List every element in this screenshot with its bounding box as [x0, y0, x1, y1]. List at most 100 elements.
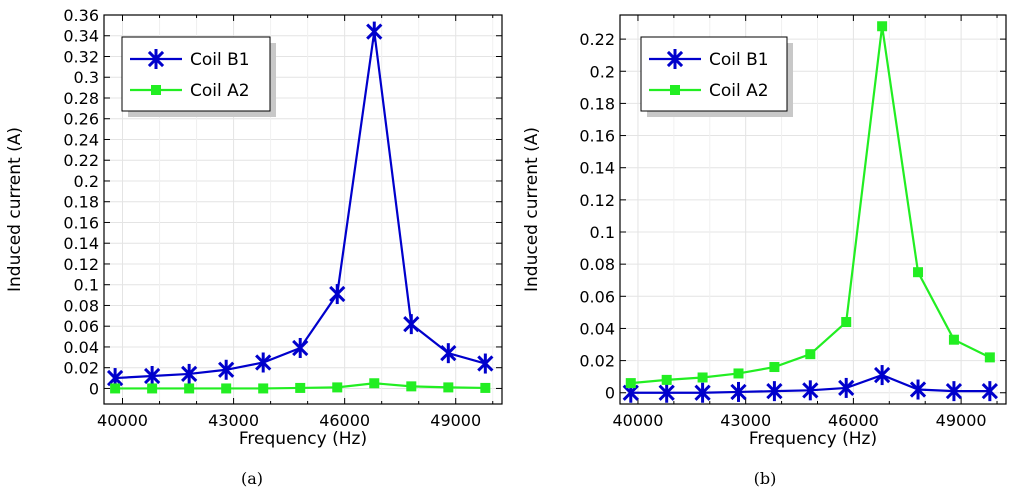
data-point: [805, 349, 816, 360]
y-axis-label: Induced current (A): [5, 127, 25, 292]
data-point: [181, 363, 198, 384]
y-tick-label: 0.22: [63, 151, 99, 170]
legend-label: Coil B1: [190, 50, 250, 70]
data-point: [258, 383, 269, 394]
y-tick-label: 0.08: [579, 255, 615, 274]
marker-stroke: [909, 381, 927, 398]
y-tick-label: 0.06: [63, 317, 99, 336]
marker-stroke: [147, 50, 165, 68]
data-point: [480, 382, 491, 393]
marker-stroke: [440, 345, 457, 362]
marker-stroke: [403, 315, 420, 333]
x-tick-label: 40000: [613, 411, 664, 430]
marker-stroke: [255, 354, 272, 371]
marker-stroke: [730, 383, 747, 401]
data-point: [984, 352, 995, 363]
data-point: [661, 374, 672, 385]
series-coil-a2: [625, 21, 995, 389]
data-point: [697, 372, 708, 383]
y-tick-label: 0.16: [579, 127, 615, 146]
data-point: [873, 365, 891, 386]
grid: [104, 14, 502, 404]
y-tick-label: 0.14: [579, 159, 615, 178]
y-tick-label: 0.08: [63, 296, 99, 315]
y-tick-label: 0.24: [63, 130, 99, 149]
y-tick-label: 0.36: [63, 6, 99, 25]
data-point: [658, 382, 675, 403]
y-tick-label: 0.34: [63, 27, 99, 46]
x-tick-label: 49000: [430, 411, 481, 430]
plot-frame: [619, 14, 1007, 405]
legend-box: [121, 36, 271, 112]
y-tick-label: 0.18: [579, 94, 615, 113]
chart-caption: (a): [241, 469, 263, 488]
x-axis-label: Frequency (Hz): [239, 429, 367, 449]
y-tick-label: 0.3: [74, 68, 99, 87]
x-tick-label: 43000: [208, 411, 259, 430]
data-point: [477, 353, 494, 374]
data-point: [369, 378, 380, 389]
marker-stroke: [838, 379, 855, 397]
y-tick-label: 0.04: [579, 319, 615, 338]
y-tick-label: 0: [605, 384, 615, 403]
marker-stroke: [366, 23, 383, 40]
y-tick-label: 0.2: [74, 172, 99, 191]
data-point: [403, 314, 420, 335]
marker-stroke: [106, 369, 124, 387]
y-tick-label: 0.22: [579, 30, 615, 49]
y-tick-label: 0.02: [579, 352, 615, 371]
marker-stroke: [945, 383, 963, 400]
legend-item: Coil A2: [130, 81, 250, 101]
chart-caption: (b): [754, 469, 777, 488]
data-point: [769, 362, 780, 373]
y-axis-label: Induced current (A): [522, 127, 542, 292]
y-tick-label: 0.02: [63, 359, 99, 378]
y-tick-label: 0.12: [63, 255, 99, 274]
x-tick-label: 49000: [936, 411, 987, 430]
marker-stroke: [181, 365, 198, 383]
data-point: [443, 382, 454, 393]
data-point: [733, 368, 744, 379]
data-point: [292, 337, 309, 358]
marker-stroke: [658, 384, 675, 401]
ticks: 0 0.02 0.04 0.06 0.08 0.1 0.12 0.14 0.16 0.18 0.2 0…: [579, 15, 1006, 430]
data-point: [838, 377, 855, 398]
y-tick-label: 0.04: [63, 338, 99, 357]
legend-label: Coil B1: [709, 50, 769, 70]
marker-stroke: [873, 366, 891, 384]
y-tick-label: 0.28: [63, 89, 99, 108]
data-point: [255, 352, 272, 373]
y-tick-label: 0.32: [63, 47, 99, 66]
x-tick-label: 46000: [319, 411, 370, 430]
marker-stroke: [694, 384, 711, 401]
legend-item: Coil A2: [649, 81, 769, 101]
plot-frame: [103, 14, 503, 405]
data-point: [670, 85, 680, 95]
data-point: [147, 383, 158, 394]
marker-stroke: [218, 361, 235, 378]
marker-stroke: [329, 285, 346, 303]
data-point: [841, 317, 852, 328]
x-axis-label: Frequency (Hz): [749, 429, 877, 449]
data-point: [147, 49, 165, 69]
data-point: [329, 284, 346, 305]
data-point: [110, 383, 121, 394]
legend: Coil B1 Coil A2: [121, 36, 276, 117]
data-point: [151, 85, 161, 95]
data-point: [332, 382, 343, 393]
y-tick-label: 0.14: [63, 234, 99, 253]
legend: Coil B1 Coil A2: [640, 36, 793, 117]
series-coil-b1: [622, 365, 998, 403]
legend-label: Coil A2: [709, 81, 769, 101]
data-point: [981, 381, 998, 402]
data-point: [218, 359, 235, 380]
chart-b: 0 0.02 0.04 0.06 0.08 0.1 0.12 0.14 0.16 0.18 0.2 0…: [522, 14, 1007, 488]
data-point: [295, 382, 306, 393]
data-point: [406, 381, 417, 392]
y-tick-label: 0.1: [74, 276, 99, 295]
y-tick-label: 0.26: [63, 110, 99, 129]
legend-item: Coil B1: [649, 49, 769, 70]
data-point: [945, 381, 963, 402]
chart-a: 00.02 0.04 0.06 0.080.1 0.12 0.14 0.160.18 0.2 0…: [5, 6, 503, 488]
